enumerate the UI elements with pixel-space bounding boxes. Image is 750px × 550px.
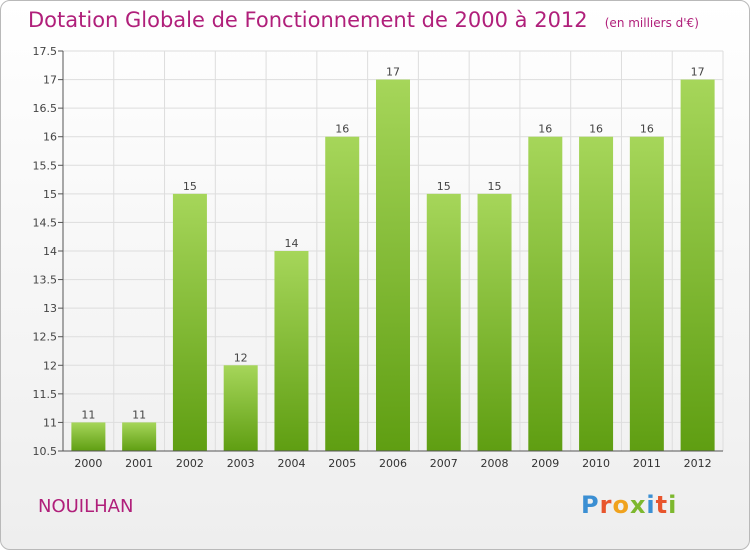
bar xyxy=(325,136,360,451)
logo-letter: P xyxy=(581,491,600,519)
logo-letter: i xyxy=(668,491,678,519)
x-tick-label: 2010 xyxy=(582,457,610,470)
bar xyxy=(274,251,309,451)
proxiti-logo: Proxiti xyxy=(581,491,677,519)
chart-title: Dotation Globale de Fonctionnement de 20… xyxy=(28,8,699,32)
y-tick-label: 13 xyxy=(43,302,57,315)
data-label: 16 xyxy=(589,123,603,136)
x-tick-label: 2006 xyxy=(379,457,407,470)
data-label: 11 xyxy=(81,408,95,421)
data-label: 16 xyxy=(538,123,552,136)
bar xyxy=(629,136,664,451)
bar xyxy=(477,193,512,451)
logo-letter: r xyxy=(599,491,613,519)
data-label: 15 xyxy=(437,180,451,193)
x-tick-label: 2004 xyxy=(277,457,305,470)
y-tick-label: 12.5 xyxy=(33,331,58,344)
bar xyxy=(579,136,614,451)
x-tick-label: 2009 xyxy=(531,457,559,470)
x-tick-label: 2001 xyxy=(125,457,153,470)
x-tick-label: 2012 xyxy=(684,457,712,470)
y-tick-label: 11 xyxy=(43,416,57,429)
bar xyxy=(223,365,258,451)
x-tick-label: 2003 xyxy=(227,457,255,470)
y-tick-label: 17 xyxy=(43,74,57,87)
title-text: Dotation Globale de Fonctionnement de 20… xyxy=(28,8,588,32)
data-label: 11 xyxy=(132,408,146,421)
x-tick-label: 2008 xyxy=(481,457,509,470)
data-label: 15 xyxy=(183,180,197,193)
y-tick-label: 15.5 xyxy=(33,159,58,172)
data-label: 16 xyxy=(640,123,654,136)
y-tick-label: 11.5 xyxy=(33,388,58,401)
y-tick-label: 14.5 xyxy=(33,216,58,229)
data-label: 14 xyxy=(284,237,298,250)
x-tick-label: 2005 xyxy=(328,457,356,470)
bar xyxy=(172,193,207,451)
commune-name: NOUILHAN xyxy=(38,496,134,517)
logo-letter: t xyxy=(655,491,669,519)
unit-label: (en milliers d'€) xyxy=(604,16,699,30)
bar xyxy=(426,193,461,451)
y-tick-label: 13.5 xyxy=(33,274,58,287)
bar xyxy=(71,422,106,451)
bar xyxy=(122,422,157,451)
x-tick-label: 2007 xyxy=(430,457,458,470)
y-tick-label: 15 xyxy=(43,188,57,201)
x-tick-label: 2002 xyxy=(176,457,204,470)
bar xyxy=(528,136,563,451)
bar xyxy=(680,79,715,452)
x-tick-label: 2011 xyxy=(633,457,661,470)
y-tick-label: 14 xyxy=(43,245,57,258)
data-label: 12 xyxy=(234,351,248,364)
logo-letter: o xyxy=(612,491,630,519)
y-tick-label: 10.5 xyxy=(33,445,58,458)
y-tick-label: 16 xyxy=(43,131,57,144)
x-tick-label: 2000 xyxy=(74,457,102,470)
data-label: 15 xyxy=(488,180,502,193)
axes: 10.5 11 11.5 12 12.5 13 13.5 14 14.5 15 15.5 16 16.5… xyxy=(33,45,723,470)
logo-letter: x xyxy=(629,491,647,519)
data-label: 17 xyxy=(691,66,705,79)
logo-letter: i xyxy=(646,491,656,519)
data-label: 17 xyxy=(386,66,400,79)
y-tick-label: 17.5 xyxy=(33,45,58,58)
y-tick-label: 12 xyxy=(43,359,57,372)
data-label: 16 xyxy=(335,123,349,136)
bar xyxy=(376,79,410,452)
y-tick-label: 16.5 xyxy=(33,102,58,115)
bars: 11 11 15 12 14 16 17 15 15 16 16 16 17 xyxy=(71,66,715,452)
